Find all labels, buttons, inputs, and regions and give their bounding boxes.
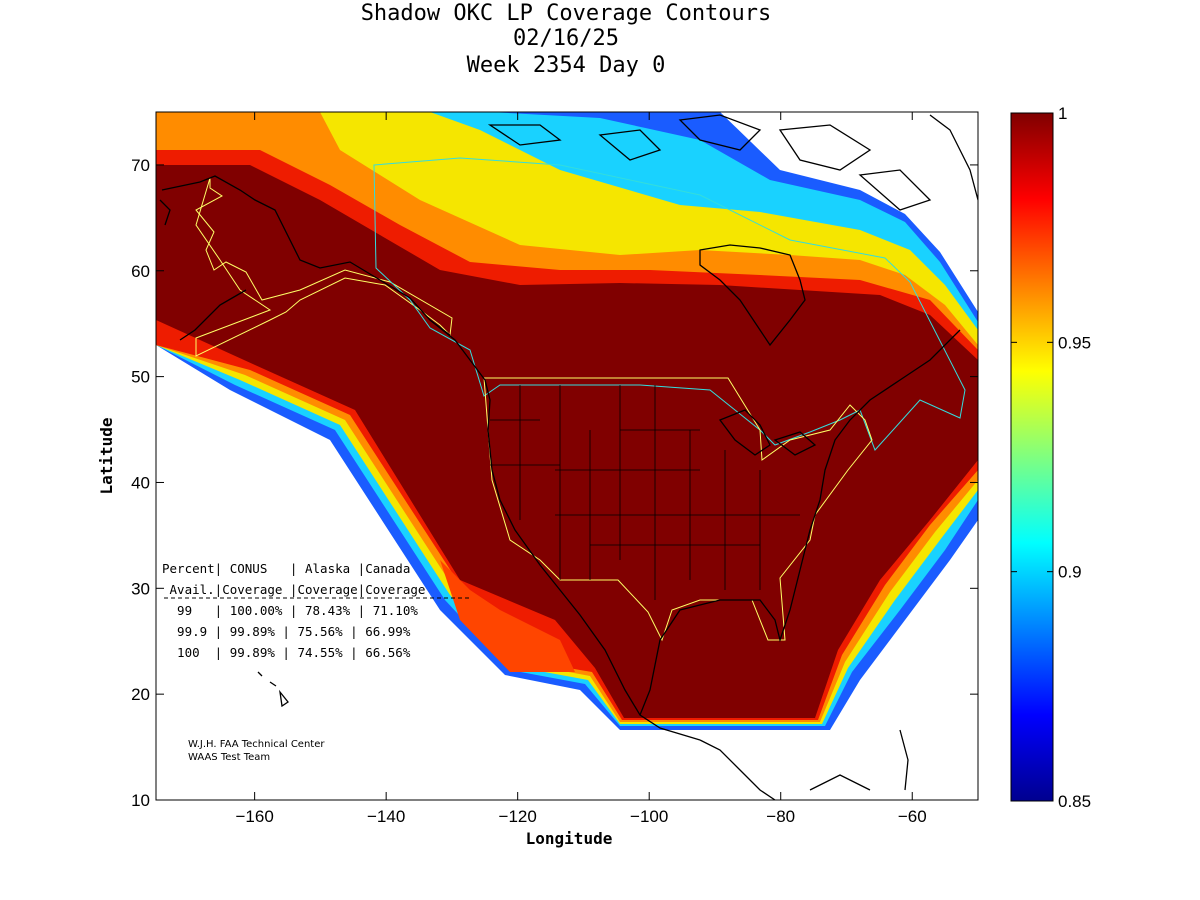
x-axis-label: Longitude [526, 829, 613, 848]
colorbar-tick-label: 0.9 [1058, 563, 1082, 582]
y-tick-label: 40 [131, 473, 150, 492]
plot-title: Shadow OKC LP Coverage Contours [361, 1, 772, 26]
y-axis-label: Latitude [97, 417, 116, 494]
table-row: 99.9 | 99.89% | 75.56% | 66.99% [162, 624, 411, 639]
x-axis: −160 −140 −120 −100 −80 −60 [235, 112, 927, 826]
hudson-bay [699, 244, 806, 347]
coverage-table: Percent| CONUS | Alaska |Canada Avail.|C… [162, 561, 472, 660]
table-row: 100 | 99.89% | 74.55% | 66.56% [162, 645, 411, 660]
credit-line-2: WAAS Test Team [188, 752, 270, 763]
gulf-coast [639, 329, 961, 716]
canada-boundary [373, 157, 966, 451]
central-america [699, 729, 909, 800]
table-row: 99 | 100.00% | 78.43% | 71.10% [162, 603, 418, 618]
arctic-islands [487, 114, 978, 211]
colorbar-gradient [1010, 112, 1054, 802]
y-tick-label: 10 [131, 791, 150, 810]
x-tick-label: −120 [499, 807, 537, 826]
x-tick-label: −60 [898, 807, 927, 826]
x-tick-label: −80 [766, 807, 795, 826]
y-tick-label: 60 [131, 262, 150, 281]
y-tick-label: 70 [131, 156, 150, 175]
y-tick-label: 50 [131, 368, 150, 387]
plot-week: Week 2354 Day 0 [467, 53, 666, 78]
pacific-coast [429, 319, 701, 741]
contour-high-coverage [156, 165, 978, 718]
table-header-2: Avail.|Coverage |Coverage|Coverage [162, 582, 425, 597]
coverage-contours [156, 112, 978, 730]
coastlines [159, 114, 978, 800]
y-tick-label: 30 [131, 579, 150, 598]
great-lakes [718, 409, 817, 456]
y-axis: 10 20 30 40 50 60 70 [131, 156, 978, 810]
table-header-1: Percent| CONUS | Alaska |Canada [162, 561, 410, 576]
x-tick-label: −140 [367, 807, 405, 826]
contour-orange-pocket [440, 560, 575, 672]
x-tick-label: −160 [235, 807, 273, 826]
colorbar-tick-label: 1 [1058, 104, 1067, 123]
credit-line-1: W.J.H. FAA Technical Center [188, 739, 325, 750]
colorbar-tick-label: 0.85 [1058, 792, 1091, 811]
state-borders [490, 385, 800, 600]
colorbar: 1 0.95 0.9 0.85 [1010, 104, 1091, 811]
colorbar-ticks: 1 0.95 0.9 0.85 [1011, 104, 1091, 811]
colorbar-tick-label: 0.95 [1058, 333, 1091, 352]
x-tick-label: −100 [630, 807, 668, 826]
alaska-coast [159, 175, 451, 341]
hawaii [257, 671, 289, 708]
y-tick-label: 20 [131, 685, 150, 704]
plot-frame [155, 111, 979, 801]
conus-boundary [483, 377, 873, 642]
plot-date: 02/16/25 [513, 26, 619, 51]
